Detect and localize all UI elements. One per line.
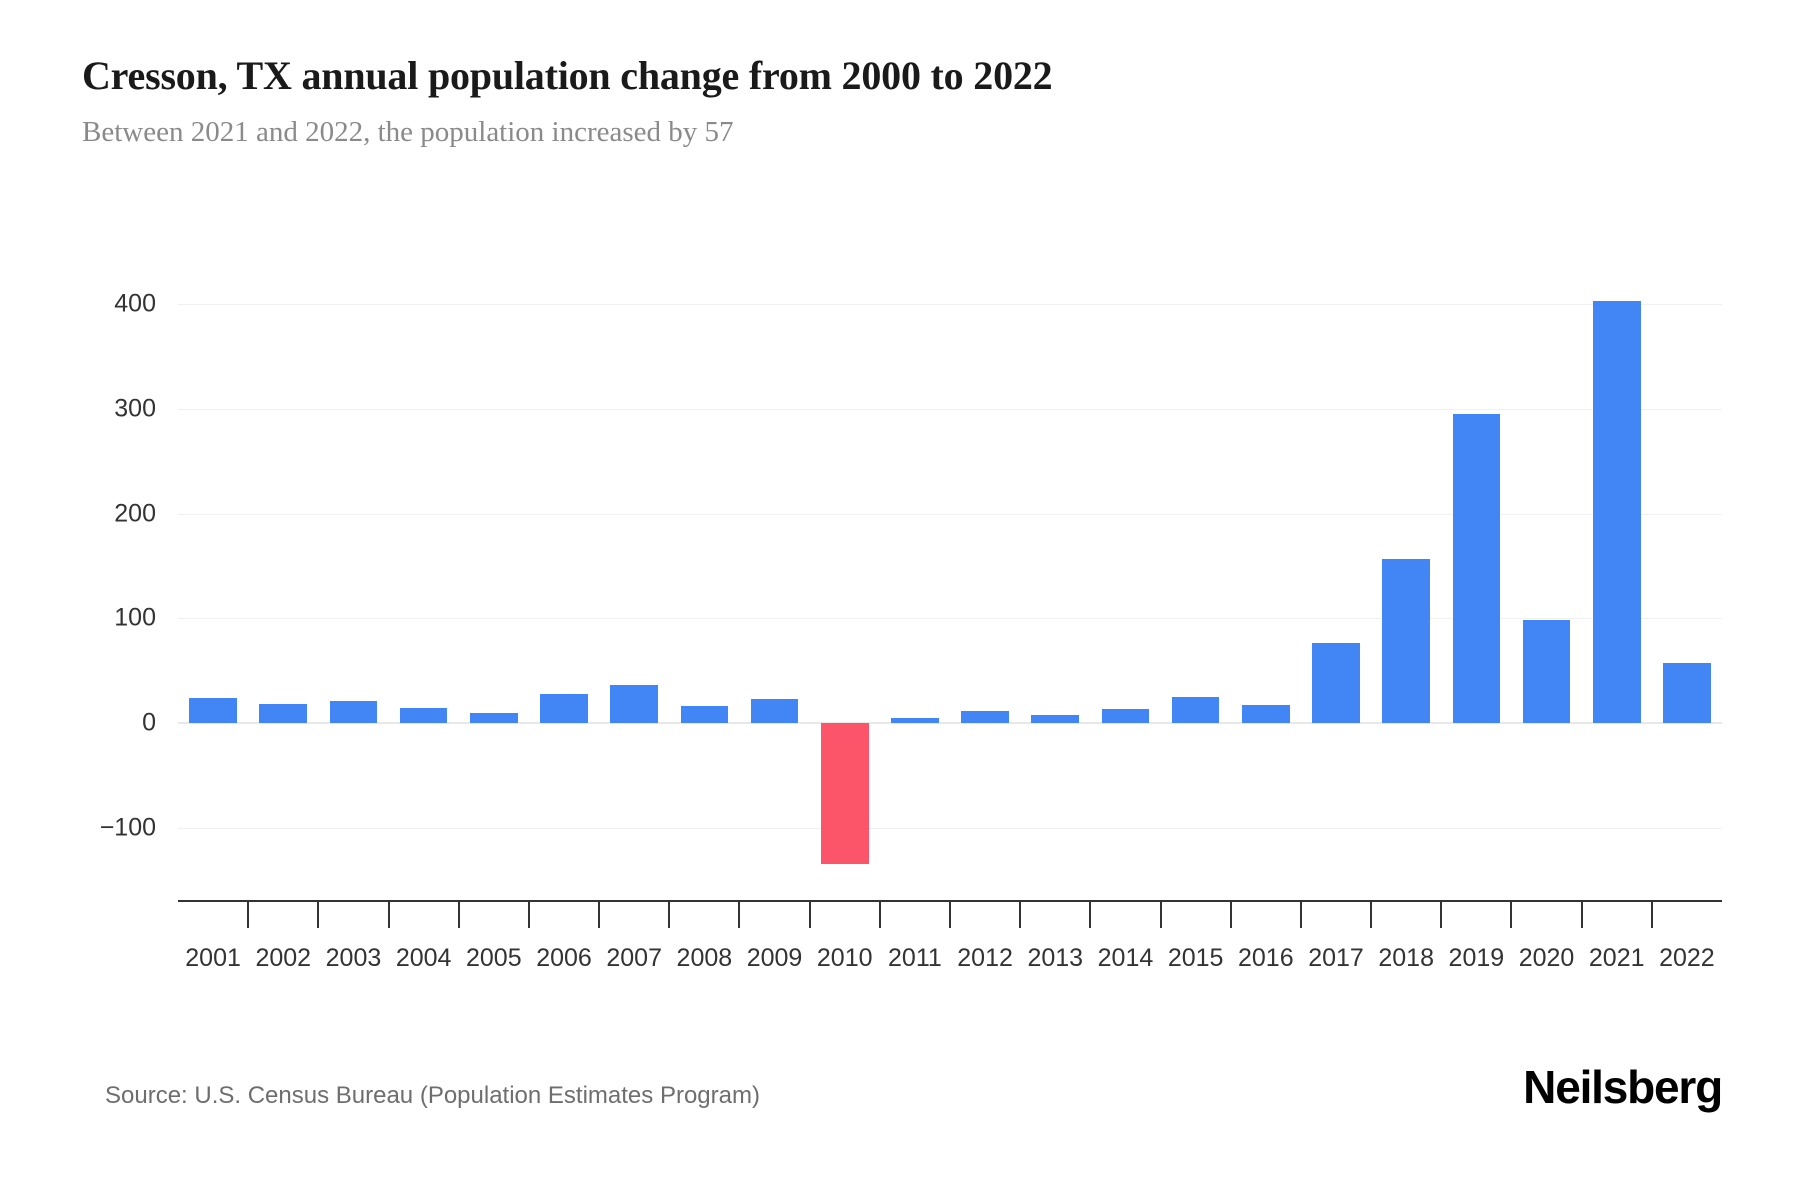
x-axis-tick [1229,902,1232,928]
bar-2012[interactable] [961,711,1009,723]
bar-2005[interactable] [469,712,518,723]
x-axis-tick [1089,902,1092,928]
x-axis-label-2014: 2014 [1097,944,1154,972]
bar-2010[interactable] [820,723,869,865]
zero-gridline [178,722,1722,724]
x-axis-label-2018: 2018 [1378,944,1434,972]
bar-2004[interactable] [399,708,448,723]
source-note: Source: U.S. Census Bureau (Population E… [105,1082,760,1109]
y-axis-tick-label: 400 [114,289,156,318]
x-axis-tick [1299,902,1302,928]
bar-2003[interactable] [329,701,378,723]
bar-2006[interactable] [540,693,588,723]
bar-2015[interactable] [1171,696,1220,723]
chart-subtitle: Between 2021 and 2022, the population in… [82,116,734,148]
y-axis-tick-label: −100 [99,813,156,842]
x-axis-label-2015: 2015 [1167,944,1224,972]
x-axis-label-2011: 2011 [888,944,942,972]
x-axis-tick [1370,902,1373,928]
y-axis-tick-label: 200 [114,499,156,527]
x-axis-label-2021: 2021 [1588,944,1645,972]
x-axis-tick [247,902,250,928]
x-axis-label-2005: 2005 [466,944,522,972]
bar-2019[interactable] [1452,413,1501,723]
gridline-100 [178,618,1722,620]
x-axis-label-2016: 2016 [1238,944,1294,972]
x-axis-label-2008: 2008 [676,944,733,972]
bar-2021[interactable] [1592,300,1641,723]
x-axis-label-2010: 2010 [816,944,873,972]
x-axis-label-2022: 2022 [1659,944,1715,972]
bar-2022[interactable] [1663,663,1711,723]
x-axis-tick [878,902,881,928]
x-axis-label-2002: 2002 [255,944,312,972]
x-axis-label-2017: 2017 [1308,944,1364,972]
bar-2009[interactable] [750,698,799,723]
x-axis-tick [1580,902,1583,928]
x-axis-tick [808,902,811,928]
bar-2013[interactable] [1031,714,1080,723]
x-axis-tick [1440,902,1443,928]
x-axis-label-2020: 2020 [1518,944,1575,972]
x-axis-line [178,900,1722,902]
x-axis-tick [1510,902,1513,928]
bar-2011[interactable] [891,717,939,723]
y-axis-tick-label: 300 [114,394,156,423]
x-axis-label-2007: 2007 [606,944,662,972]
x-axis-tick [668,902,671,928]
x-axis-label-2001: 2001 [185,944,241,972]
x-axis-tick [317,902,320,928]
bar-2017[interactable] [1312,643,1360,723]
x-axis-label-2019: 2019 [1448,944,1505,972]
x-axis-label-2003: 2003 [325,944,382,972]
x-axis-label-2009: 2009 [746,944,803,972]
bar-2007[interactable] [610,685,659,723]
x-axis-tick [1019,902,1022,928]
x-axis-tick [387,902,390,928]
bar-2016[interactable] [1241,705,1290,723]
x-axis-label-2013: 2013 [1027,944,1084,972]
gridline--100 [178,827,1722,829]
bar-2018[interactable] [1382,558,1431,723]
x-axis-tick [1159,902,1162,928]
x-axis-tick [598,902,601,928]
x-axis-tick [457,902,460,928]
x-axis-label-2006: 2006 [536,944,592,972]
chart-header: Cresson, TX annual population change fro… [82,52,1722,150]
x-axis-tick [527,902,530,928]
x-axis-tick [1650,902,1653,928]
bar-2020[interactable] [1522,620,1571,723]
gridline-400 [178,304,1722,305]
y-axis-tick-label: 100 [114,603,156,632]
gridline-200 [178,513,1722,515]
x-axis-label-2004: 2004 [395,944,452,972]
x-axis-tick [949,902,951,928]
bar-2014[interactable] [1101,709,1150,723]
page-title: Cresson, TX annual population change fro… [82,53,1053,98]
x-axis-label-2012: 2012 [957,944,1013,972]
bar-2001[interactable] [189,697,237,723]
y-axis-tick-label: 0 [142,708,156,737]
bar-2008[interactable] [680,706,729,723]
x-axis-tick [738,902,741,928]
bar-2002[interactable] [259,704,308,723]
gridline-300 [178,408,1722,410]
brand-logo: Neilsberg [1523,1061,1723,1113]
